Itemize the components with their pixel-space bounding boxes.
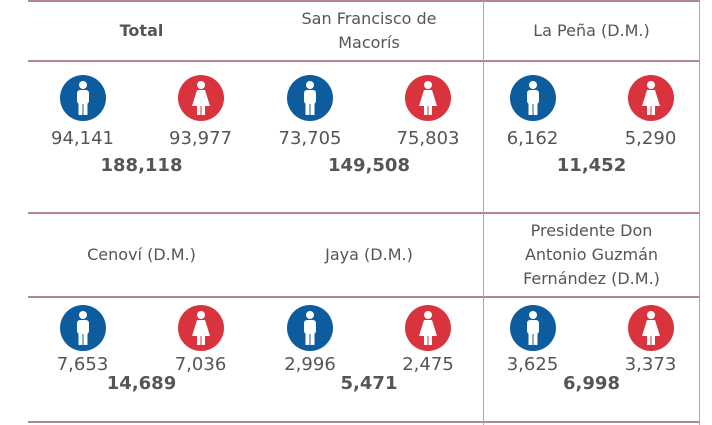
region-header: Presidente Don Antonio Guzmán Fernández … [484, 214, 700, 298]
male-icon [287, 75, 333, 121]
female-count: 5,290 [624, 128, 677, 149]
person: 3,373 [606, 304, 696, 375]
icon-pair: 7,653 7,036 [38, 304, 246, 375]
region-header: La Peña (D.M.) [484, 2, 700, 62]
region-header: San Francisco de Macorís [255, 2, 484, 62]
region-cell: 7,653 7,036 14,689 [28, 298, 255, 425]
person: 93,977 [156, 74, 246, 149]
male-count: 2,996 [284, 354, 336, 375]
region-name: Cenoví (D.M.) [87, 245, 196, 264]
region-cell: 94,141 93,977 188,118 [28, 62, 255, 214]
region-name: San Francisco de Macorís [301, 9, 437, 52]
region-cell: 2,996 2,475 5,471 [255, 298, 484, 425]
total-count: 11,452 [556, 155, 627, 176]
total-count: 5,471 [340, 373, 398, 394]
female-count: 75,803 [396, 128, 460, 149]
population-board: Total San Francisco de Macorís La Peña (D.… [28, 0, 700, 425]
icon-pair: 94,141 93,977 [38, 74, 246, 149]
icon-pair: 2,996 2,475 [265, 304, 473, 375]
region-header: Cenoví (D.M.) [28, 214, 255, 298]
person: 73,705 [265, 74, 355, 149]
female-count: 2,475 [402, 354, 454, 375]
person: 3,625 [488, 304, 578, 375]
male-icon [59, 75, 106, 121]
person: 5,290 [606, 74, 696, 149]
male-icon [509, 305, 556, 351]
person: 6,162 [488, 74, 578, 149]
male-count: 6,162 [506, 128, 559, 149]
male-icon [59, 305, 106, 351]
female-icon [405, 305, 451, 351]
female-icon [177, 305, 224, 351]
person: 75,803 [383, 74, 473, 149]
female-count: 93,977 [169, 128, 232, 149]
region-name: La Peña (D.M.) [533, 21, 650, 40]
region-cell: 6,162 5,290 11,452 [484, 62, 700, 214]
female-icon [627, 75, 674, 121]
person: 2,996 [265, 304, 355, 375]
male-icon [287, 305, 333, 351]
female-count: 7,036 [174, 354, 227, 375]
male-count: 7,653 [56, 354, 109, 375]
total-count: 149,508 [328, 155, 410, 176]
female-icon [627, 305, 674, 351]
male-count: 3,625 [506, 354, 559, 375]
male-count: 73,705 [278, 128, 342, 149]
male-icon [509, 75, 556, 121]
person: 2,475 [383, 304, 473, 375]
region-cell: 73,705 75,803 149,508 [255, 62, 484, 214]
female-icon [177, 75, 224, 121]
region-name: Presidente Don Antonio Guzmán Fernández … [523, 221, 660, 288]
region-name: Total [119, 21, 164, 40]
male-count: 94,141 [51, 128, 114, 149]
region-name: Jaya (D.M.) [325, 245, 413, 264]
female-icon [405, 75, 451, 121]
female-count: 3,373 [624, 354, 677, 375]
total-count: 188,118 [100, 155, 183, 176]
person: 94,141 [38, 74, 128, 149]
person: 7,036 [156, 304, 246, 375]
icon-pair: 73,705 75,803 [265, 74, 473, 149]
total-count: 6,998 [563, 373, 620, 394]
icon-pair: 3,625 3,373 [488, 304, 696, 375]
person: 7,653 [38, 304, 128, 375]
region-header: Total [28, 2, 255, 62]
region-cell: 3,625 3,373 6,998 [484, 298, 700, 425]
region-header: Jaya (D.M.) [255, 214, 484, 298]
icon-pair: 6,162 5,290 [488, 74, 696, 149]
total-count: 14,689 [106, 373, 177, 394]
